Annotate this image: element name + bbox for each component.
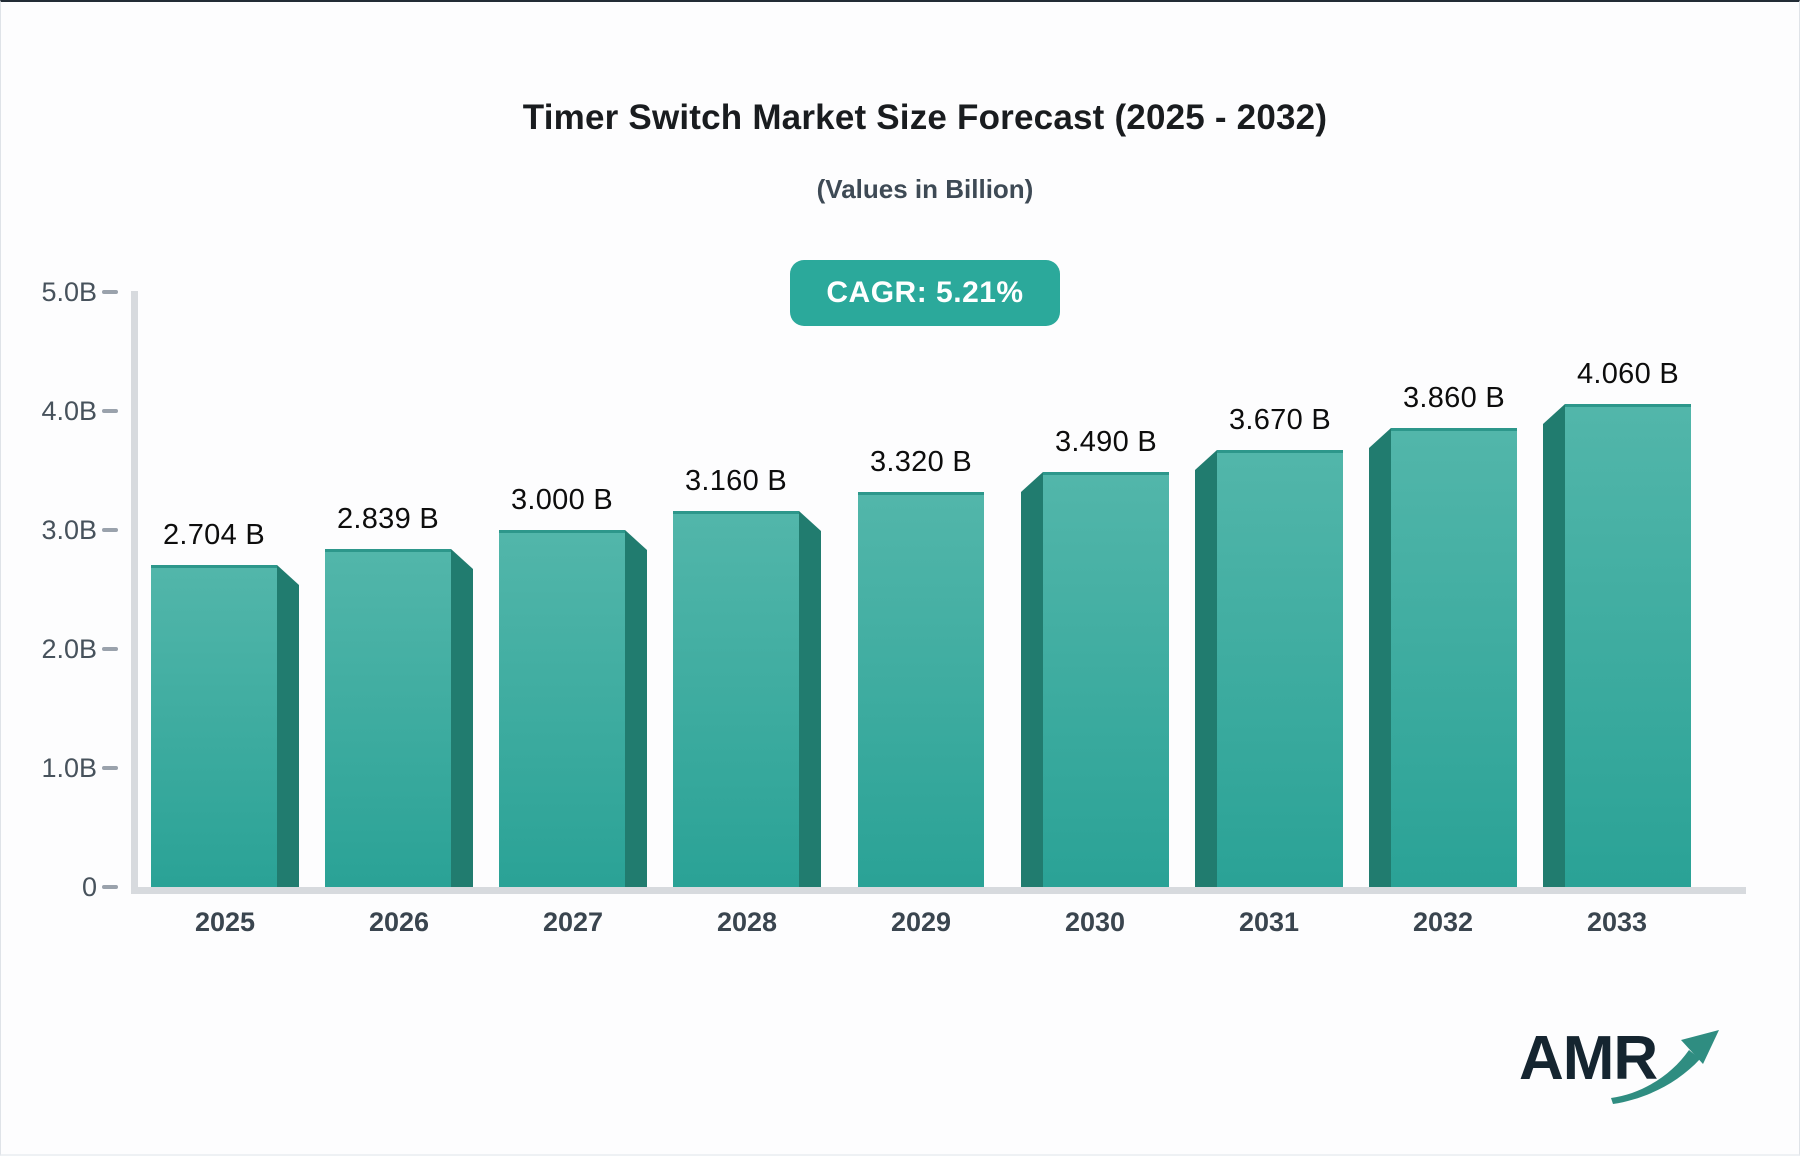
bar-value-label-2030: 3.490 B bbox=[1054, 426, 1158, 458]
x-axis-label-2033: 2033 bbox=[1586, 907, 1648, 937]
x-axis-label-2031: 2031 bbox=[1238, 907, 1300, 937]
brand-logo: AMR bbox=[1519, 1028, 1719, 1118]
x-axis-label-2028: 2028 bbox=[716, 907, 778, 937]
bar-2032 bbox=[1391, 428, 1517, 887]
y-axis-line bbox=[131, 291, 138, 894]
y-axis-tick-label: 2.0B bbox=[41, 634, 97, 664]
y-axis-tick-label: 5.0B bbox=[41, 277, 97, 307]
y-axis-tick-label: 3.0B bbox=[41, 515, 97, 545]
cagr-badge-wrap: CAGR: 5.21% bbox=[51, 260, 1799, 326]
bar-2028 bbox=[673, 511, 799, 887]
bar-side-face-2032 bbox=[1369, 428, 1391, 887]
x-axis-label-2025: 2025 bbox=[194, 907, 256, 937]
x-axis-label-2032: 2032 bbox=[1412, 907, 1474, 937]
y-axis-tick bbox=[102, 290, 118, 294]
growth-arrow-icon bbox=[1611, 1030, 1719, 1104]
bar-value-label-2032: 3.860 B bbox=[1402, 382, 1506, 414]
bar-value-label-2033: 4.060 B bbox=[1576, 358, 1680, 390]
bar-side-face-2025 bbox=[277, 565, 299, 887]
bar-side-face-2030 bbox=[1021, 472, 1043, 887]
brand-logo-text: AMR bbox=[1519, 1024, 1658, 1093]
x-axis-label-2027: 2027 bbox=[542, 907, 604, 937]
bar-2030 bbox=[1043, 472, 1169, 887]
y-axis-tick bbox=[102, 885, 118, 889]
y-axis-tick bbox=[102, 528, 118, 532]
y-axis-tick-label: 4.0B bbox=[41, 396, 97, 426]
chart-title: Timer Switch Market Size Forecast (2025 … bbox=[522, 98, 1328, 137]
bar-side-face-2027 bbox=[625, 530, 647, 887]
bar-value-label-2031: 3.670 B bbox=[1228, 404, 1332, 436]
bar-value-label-2026: 2.839 B bbox=[336, 503, 440, 535]
y-axis-tick bbox=[102, 647, 118, 651]
bar-2029 bbox=[858, 492, 984, 887]
bar-value-label-2029: 3.320 B bbox=[869, 446, 973, 478]
y-axis-tick-label: 0 bbox=[81, 872, 97, 902]
bar-2026 bbox=[325, 549, 451, 887]
bar-value-label-2025: 2.704 B bbox=[162, 519, 266, 551]
x-axis-label-2026: 2026 bbox=[368, 907, 430, 937]
y-axis-tick bbox=[102, 409, 118, 413]
bar-value-label-2028: 3.160 B bbox=[684, 465, 788, 497]
bar-2025 bbox=[151, 565, 277, 887]
y-axis-tick bbox=[102, 766, 118, 770]
bar-side-face-2026 bbox=[451, 549, 473, 887]
bar-side-face-2028 bbox=[799, 511, 821, 887]
bar-side-face-2033 bbox=[1543, 404, 1565, 887]
bar-2033 bbox=[1565, 404, 1691, 887]
cagr-badge: CAGR: 5.21% bbox=[790, 260, 1060, 326]
y-axis-tick-label: 1.0B bbox=[41, 753, 97, 783]
bar-value-label-2027: 3.000 B bbox=[510, 484, 614, 516]
x-axis-label-2030: 2030 bbox=[1064, 907, 1126, 937]
bar-side-face-2031 bbox=[1195, 450, 1217, 887]
chart-subtitle: (Values in Billion) bbox=[816, 174, 1034, 204]
bar-2027 bbox=[499, 530, 625, 887]
x-axis-label-2029: 2029 bbox=[890, 907, 952, 937]
bar-2031 bbox=[1217, 450, 1343, 887]
x-axis-line bbox=[131, 887, 1746, 894]
